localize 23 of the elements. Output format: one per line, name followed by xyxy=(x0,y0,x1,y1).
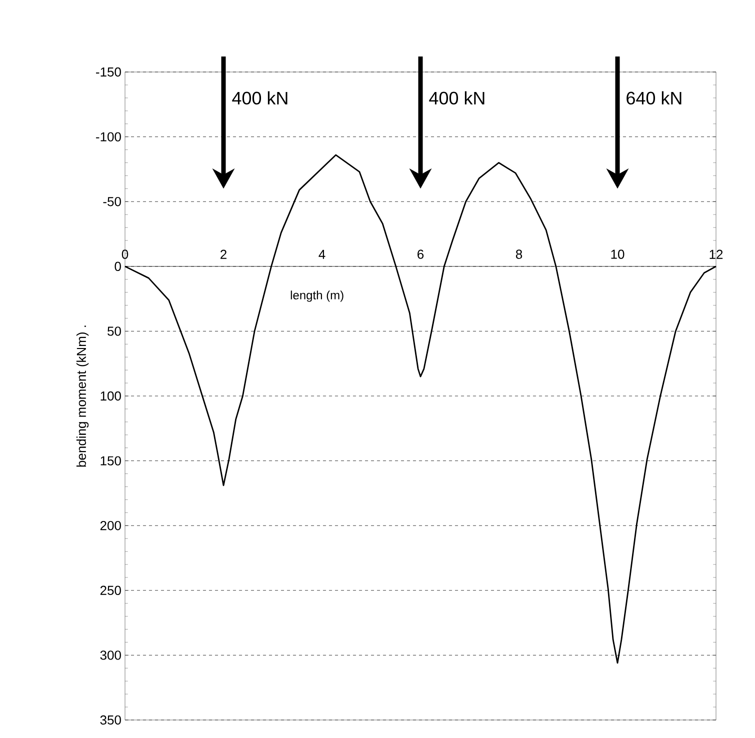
y-tick-label: -50 xyxy=(103,196,121,206)
annotation: 400 kN xyxy=(232,91,288,105)
x-tick-label: 0 xyxy=(122,250,128,259)
y-tick-label: -150 xyxy=(96,67,121,77)
y-tick-label: 0 xyxy=(114,262,121,271)
x-tick-label: 10 xyxy=(611,250,624,259)
y-axis-title: bending moment (kNm) . xyxy=(76,326,89,467)
y-tick-label: 50 xyxy=(108,326,121,336)
y-tick-label: 200 xyxy=(100,520,121,530)
x-tick-label: 8 xyxy=(516,250,522,259)
annotation: 640 kN xyxy=(626,91,682,105)
x-tick-label: 4 xyxy=(318,250,326,259)
y-tick-label: 100 xyxy=(100,391,121,401)
y-tick-label: 150 xyxy=(100,456,121,466)
x-tick-label: 2 xyxy=(220,250,226,259)
x-tick-label: 6 xyxy=(418,250,424,259)
y-tick-label: 350 xyxy=(100,715,121,725)
y-tick-label: -100 xyxy=(96,132,121,142)
x-tick-label: 12 xyxy=(710,250,723,259)
y-tick-label: 300 xyxy=(100,650,121,660)
x-axis-title: length (m) xyxy=(290,290,344,302)
annotation: 400 kN xyxy=(429,91,484,105)
y-tick-label: 250 xyxy=(100,586,121,595)
